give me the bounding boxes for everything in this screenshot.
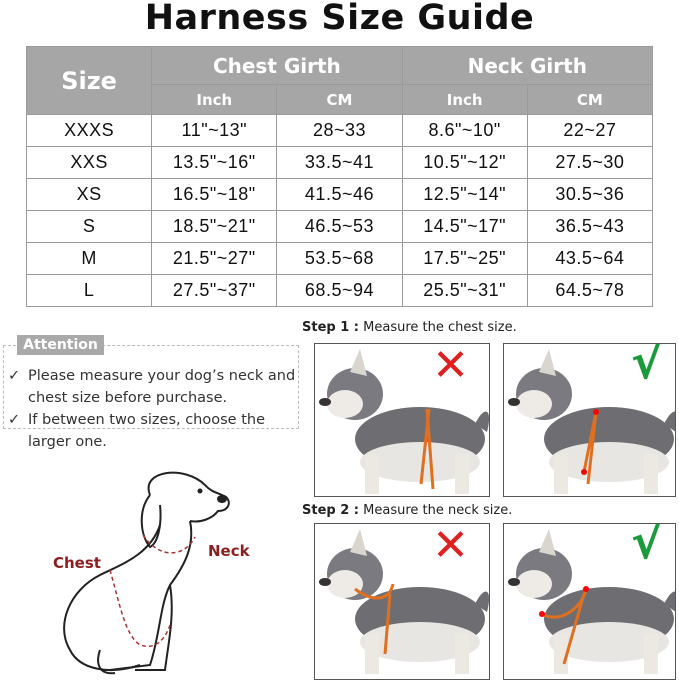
neck-label: Neck xyxy=(208,542,250,560)
table-cell: 17.5"~25" xyxy=(401,242,528,275)
chest-inch-header: Inch xyxy=(151,84,278,115)
table-cell: 43.5~64 xyxy=(526,242,654,275)
table-cell: 41.5~46 xyxy=(276,178,403,211)
step-1-right-photo: √ xyxy=(503,343,676,497)
table-cell: 28~33 xyxy=(276,114,403,147)
attention-list: ✓ Please measure your dog’s neck and ches… xyxy=(6,365,301,453)
step-1-text: Step 1 : Measure the chest size. xyxy=(302,320,517,335)
table-row: XXXS 11"~13" 28~33 8.6"~10" 22~27 xyxy=(25,114,654,147)
dog-photo xyxy=(319,529,489,674)
table-cell: 22~27 xyxy=(526,114,654,147)
check-mark-icon: √ xyxy=(630,523,663,570)
step-2-text: Step 2 : Measure the neck size. xyxy=(302,503,513,518)
table-cell: 16.5"~18" xyxy=(151,178,278,211)
table-cell: S xyxy=(25,210,153,243)
check-icon: ✓ xyxy=(8,412,21,428)
size-header: Size xyxy=(25,46,153,115)
table-cell: M xyxy=(25,242,153,275)
check-icon: ✓ xyxy=(8,368,21,384)
table-cell: 27.5~30 xyxy=(526,146,654,179)
dog-outline-illustration xyxy=(63,471,230,675)
dog-photo xyxy=(508,349,675,494)
neck-inch-header: Inch xyxy=(401,84,528,115)
neck-cm-header: CM xyxy=(526,84,654,115)
table-cell: 11"~13" xyxy=(151,114,278,147)
attention-label: Attention xyxy=(17,335,104,355)
table-row: XS 16.5"~18" 41.5~46 12.5"~14" 30.5~36 xyxy=(25,178,654,211)
table-cell: 33.5~41 xyxy=(276,146,403,179)
neck-girth-header: Neck Girth xyxy=(401,46,654,85)
table-cell: 46.5~53 xyxy=(276,210,403,243)
table-cell: 21.5"~27" xyxy=(151,242,278,275)
table-cell: 68.5~94 xyxy=(276,274,403,307)
table-cell: 13.5"~16" xyxy=(151,146,278,179)
chest-cm-header: CM xyxy=(276,84,403,115)
table-row: M 21.5"~27" 53.5~68 17.5"~25" 43.5~64 xyxy=(25,242,654,275)
size-table: Size Chest Girth Neck Girth Inch CM Inch… xyxy=(25,46,654,307)
table-cell: 53.5~68 xyxy=(276,242,403,275)
table-cell: 10.5"~12" xyxy=(401,146,528,179)
dog-photo xyxy=(508,529,675,674)
table-cell: 12.5"~14" xyxy=(401,178,528,211)
table-cell: 27.5"~37" xyxy=(151,274,278,307)
step-2-wrong-photo: ✕ xyxy=(314,523,490,680)
table-cell: L xyxy=(25,274,153,307)
chest-girth-header: Chest Girth xyxy=(151,46,403,85)
table-cell: 30.5~36 xyxy=(526,178,654,211)
cross-mark-icon: ✕ xyxy=(432,523,469,571)
check-mark-icon: √ xyxy=(630,343,663,390)
table-cell: 18.5"~21" xyxy=(151,210,278,243)
cross-mark-icon: ✕ xyxy=(432,343,469,391)
dog-photo xyxy=(319,349,489,494)
table-cell: 25.5"~31" xyxy=(401,274,528,307)
attention-item: ✓ If between two sizes, choose the larger… xyxy=(6,409,301,453)
attention-box xyxy=(3,345,299,429)
table-cell: 64.5~78 xyxy=(526,274,654,307)
step-1-wrong-photo: ✕ xyxy=(314,343,490,497)
step-2-right-photo: √ xyxy=(503,523,676,680)
table-cell: XXS xyxy=(25,146,153,179)
table-cell: XXXS xyxy=(25,114,153,147)
table-row: L 27.5"~37" 68.5~94 25.5"~31" 64.5~78 xyxy=(25,274,654,307)
table-cell: 14.5"~17" xyxy=(401,210,528,243)
table-cell: 8.6"~10" xyxy=(401,114,528,147)
chest-label: Chest xyxy=(53,554,101,572)
table-cell: XS xyxy=(25,178,153,211)
table-row: S 18.5"~21" 46.5~53 14.5"~17" 36.5~43 xyxy=(25,210,654,243)
attention-item: ✓ Please measure your dog’s neck and ches… xyxy=(6,365,301,409)
page-title: Harness Size Guide xyxy=(144,0,535,38)
table-row: XXS 13.5"~16" 33.5~41 10.5"~12" 27.5~30 xyxy=(25,146,654,179)
table-cell: 36.5~43 xyxy=(526,210,654,243)
